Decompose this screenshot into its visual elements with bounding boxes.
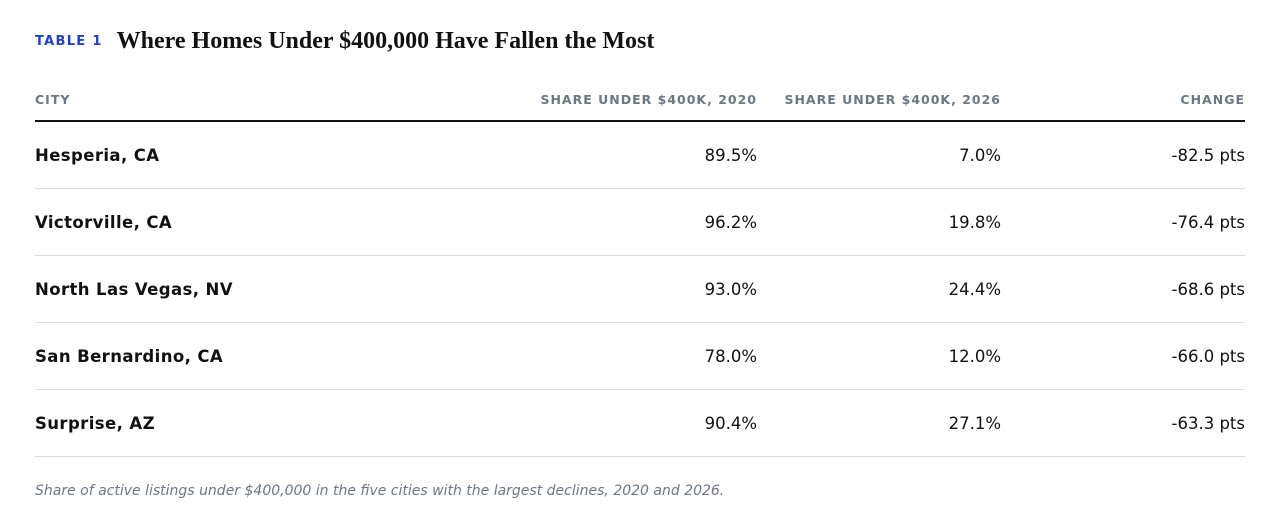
city-cell: Victorville, CA	[35, 188, 535, 256]
table-caption: Share of active listings under $400,000 …	[35, 483, 725, 499]
share-2020-cell: 96.2%	[535, 188, 757, 256]
share-2020-cell: 93.0%	[535, 255, 757, 323]
table-row: North Las Vegas, NV 93.0% 24.4% -68.6 pt…	[35, 255, 1245, 323]
change-cell: -66.0 pts	[1001, 322, 1245, 390]
column-header-share-2020: SHARE UNDER $400K, 2020	[535, 78, 757, 122]
table-row: Surprise, AZ 90.4% 27.1% -63.3 pts	[35, 389, 1245, 457]
table-row: Victorville, CA 96.2% 19.8% -76.4 pts	[35, 188, 1245, 256]
share-2020-cell: 90.4%	[535, 389, 757, 457]
share-2026-cell: 19.8%	[757, 188, 1001, 256]
data-table: CITY SHARE UNDER $400K, 2020 SHARE UNDER…	[35, 78, 1245, 457]
change-cell: -82.5 pts	[1001, 121, 1245, 189]
column-header-change: CHANGE	[1001, 78, 1245, 122]
share-2020-cell: 89.5%	[535, 121, 757, 189]
city-cell: North Las Vegas, NV	[35, 255, 535, 323]
share-2026-cell: 7.0%	[757, 121, 1001, 189]
table-title: Where Homes Under $400,000 Have Fallen t…	[116, 28, 655, 54]
city-cell: Surprise, AZ	[35, 389, 535, 457]
share-2026-cell: 27.1%	[757, 389, 1001, 457]
change-cell: -76.4 pts	[1001, 188, 1245, 256]
share-2026-cell: 12.0%	[757, 322, 1001, 390]
city-cell: San Bernardino, CA	[35, 322, 535, 390]
table-header: CITY SHARE UNDER $400K, 2020 SHARE UNDER…	[35, 78, 1245, 122]
header-row: CITY SHARE UNDER $400K, 2020 SHARE UNDER…	[35, 78, 1245, 122]
table-title-row: TABLE 1 Where Homes Under $400,000 Have …	[35, 28, 654, 58]
city-cell: Hesperia, CA	[35, 121, 535, 189]
column-header-city: CITY	[35, 78, 535, 122]
share-2026-cell: 24.4%	[757, 255, 1001, 323]
table-row: San Bernardino, CA 78.0% 12.0% -66.0 pts	[35, 322, 1245, 390]
table-body: Hesperia, CA 89.5% 7.0% -82.5 pts Victor…	[35, 121, 1245, 457]
table-number-label: TABLE 1	[35, 34, 103, 49]
column-header-share-2026: SHARE UNDER $400K, 2026	[757, 78, 1001, 122]
share-2020-cell: 78.0%	[535, 322, 757, 390]
table-row: Hesperia, CA 89.5% 7.0% -82.5 pts	[35, 121, 1245, 189]
change-cell: -68.6 pts	[1001, 255, 1245, 323]
change-cell: -63.3 pts	[1001, 389, 1245, 457]
